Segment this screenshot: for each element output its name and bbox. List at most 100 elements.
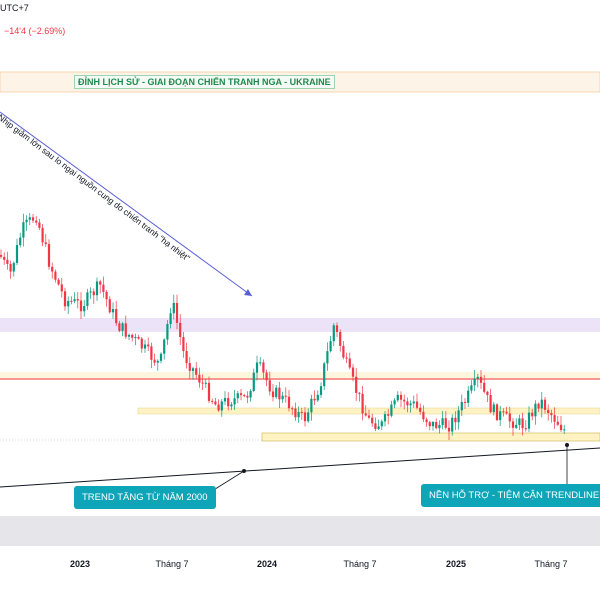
- candle-body: [268, 380, 271, 392]
- candle-body: [556, 421, 559, 425]
- candle-body: [76, 299, 79, 301]
- candle-body: [22, 222, 25, 238]
- candle-body: [63, 291, 67, 307]
- candle-body: [3, 256, 6, 260]
- candle-body: [223, 398, 227, 402]
- candle-body: [313, 398, 316, 401]
- candle-body: [310, 398, 313, 413]
- price-change-label: −14'4 (−2.69%): [4, 26, 66, 36]
- historic-peak-label: ĐỈNH LỊCH SỬ - GIAI ĐOẠN CHIẾN TRANH NGA…: [74, 75, 335, 89]
- candle-body: [483, 382, 486, 392]
- candle-body: [188, 363, 191, 371]
- candle-body: [387, 414, 390, 416]
- candle-body: [332, 325, 335, 342]
- candle-body: [515, 424, 518, 428]
- candle-body: [307, 412, 310, 422]
- candle-body: [92, 291, 95, 296]
- candle-body: [431, 421, 435, 427]
- candle-body: [233, 398, 236, 405]
- candle-body: [425, 419, 428, 423]
- candle-body: [543, 399, 547, 410]
- trendline: [0, 447, 600, 488]
- candle-body: [38, 222, 41, 228]
- candle-body: [195, 368, 198, 375]
- candle-body: [489, 395, 492, 413]
- candle-body: [262, 362, 265, 373]
- candle-body: [553, 415, 556, 422]
- candle-body: [518, 418, 521, 425]
- candle-body: [47, 244, 51, 267]
- candle-body: [220, 401, 223, 411]
- candle-body: [259, 362, 262, 364]
- candle-body: [540, 399, 543, 409]
- candle-body: [348, 358, 351, 368]
- candle-body: [156, 360, 159, 363]
- candle-body: [393, 400, 396, 405]
- candle-body: [422, 411, 425, 420]
- candle-body: [19, 237, 22, 246]
- candle-body: [143, 344, 147, 349]
- connector-dot: [565, 443, 569, 447]
- candle-body: [86, 292, 89, 307]
- candle-body: [358, 392, 361, 394]
- candle-body: [227, 398, 230, 407]
- candle-body: [403, 399, 406, 402]
- candle-body: [207, 382, 211, 401]
- x-tick-label: Tháng 7: [534, 559, 568, 569]
- candle-body: [99, 281, 102, 285]
- candle-body: [204, 382, 207, 384]
- candle-body: [499, 411, 502, 421]
- candle-body: [415, 401, 419, 408]
- candle-body: [492, 404, 495, 413]
- candle-body: [463, 401, 467, 403]
- candle-body: [444, 418, 447, 428]
- candle-body: [505, 411, 508, 414]
- candle-body: [351, 367, 355, 377]
- candle-body: [537, 403, 540, 409]
- candle-body: [399, 394, 403, 400]
- candle-body: [57, 279, 60, 285]
- candle-body: [511, 421, 515, 428]
- candle-body: [323, 363, 326, 387]
- candle-body: [390, 404, 393, 416]
- candle-body: [265, 372, 268, 381]
- candle-body: [371, 417, 374, 424]
- candle-body: [473, 378, 476, 386]
- candle-body: [108, 299, 111, 313]
- trend-callout[interactable]: TREND TĂNG TỪ NĂM 2000: [74, 486, 216, 509]
- candle-body: [95, 281, 99, 296]
- candle-body: [281, 395, 284, 400]
- candle-body: [409, 403, 412, 406]
- candle-body: [486, 391, 489, 396]
- candle-body: [377, 426, 380, 429]
- candle-body: [547, 409, 550, 414]
- candle-body: [355, 376, 358, 393]
- candle-body: [502, 411, 505, 413]
- upper-yellow-zone: [0, 372, 600, 380]
- candle-body: [70, 300, 73, 302]
- candle-body: [159, 353, 163, 361]
- candle-body: [467, 390, 470, 403]
- x-tick-label: 2025: [445, 559, 467, 569]
- support-callout[interactable]: NỀN HỖ TRỢ - TIỆM CẬN TRENDLINE: [421, 484, 600, 507]
- candle-body: [284, 395, 287, 397]
- candle-body: [163, 339, 166, 354]
- candle-body: [172, 302, 175, 314]
- candle-body: [287, 396, 291, 409]
- candle-body: [339, 331, 342, 346]
- candle-body: [364, 413, 367, 416]
- x-tick-label: 2024: [256, 559, 278, 569]
- candle-body: [214, 401, 217, 405]
- candle-body: [470, 385, 473, 391]
- candle-body: [291, 408, 294, 410]
- candle-body: [0, 255, 3, 257]
- candle-body: [419, 407, 422, 412]
- candle-body: [124, 323, 127, 337]
- candle-body: [534, 403, 537, 417]
- candle-body: [454, 417, 457, 423]
- candle-body: [380, 421, 383, 427]
- candle-body: [335, 325, 339, 332]
- candle-body: [111, 309, 115, 313]
- candle-body: [137, 337, 140, 339]
